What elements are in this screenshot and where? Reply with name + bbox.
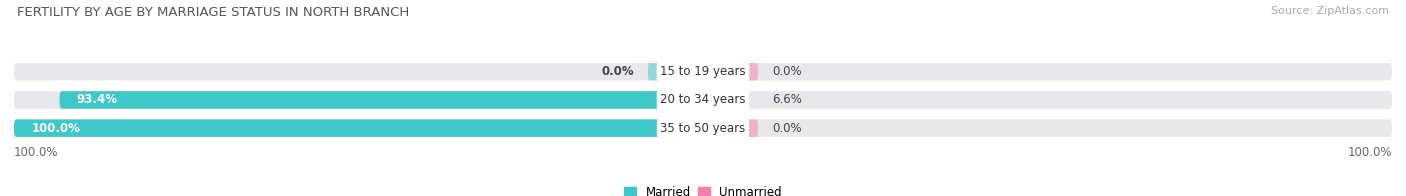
FancyBboxPatch shape bbox=[703, 91, 748, 109]
FancyBboxPatch shape bbox=[648, 63, 703, 81]
FancyBboxPatch shape bbox=[59, 91, 703, 109]
Text: 20 to 34 years: 20 to 34 years bbox=[661, 93, 745, 106]
FancyBboxPatch shape bbox=[14, 119, 1392, 137]
Text: 100.0%: 100.0% bbox=[31, 122, 80, 135]
Text: FERTILITY BY AGE BY MARRIAGE STATUS IN NORTH BRANCH: FERTILITY BY AGE BY MARRIAGE STATUS IN N… bbox=[17, 6, 409, 19]
Text: 100.0%: 100.0% bbox=[1347, 146, 1392, 159]
FancyBboxPatch shape bbox=[14, 91, 1392, 109]
Text: 100.0%: 100.0% bbox=[14, 146, 59, 159]
Text: 0.0%: 0.0% bbox=[772, 122, 801, 135]
Text: 35 to 50 years: 35 to 50 years bbox=[661, 122, 745, 135]
Text: 6.6%: 6.6% bbox=[772, 93, 801, 106]
Text: Source: ZipAtlas.com: Source: ZipAtlas.com bbox=[1271, 6, 1389, 16]
Text: 15 to 19 years: 15 to 19 years bbox=[661, 65, 745, 78]
Text: 0.0%: 0.0% bbox=[772, 65, 801, 78]
Legend: Married, Unmarried: Married, Unmarried bbox=[620, 182, 786, 196]
Text: 0.0%: 0.0% bbox=[602, 65, 634, 78]
FancyBboxPatch shape bbox=[14, 119, 703, 137]
FancyBboxPatch shape bbox=[703, 63, 758, 81]
Text: 93.4%: 93.4% bbox=[77, 93, 118, 106]
FancyBboxPatch shape bbox=[14, 63, 1392, 81]
FancyBboxPatch shape bbox=[703, 119, 758, 137]
